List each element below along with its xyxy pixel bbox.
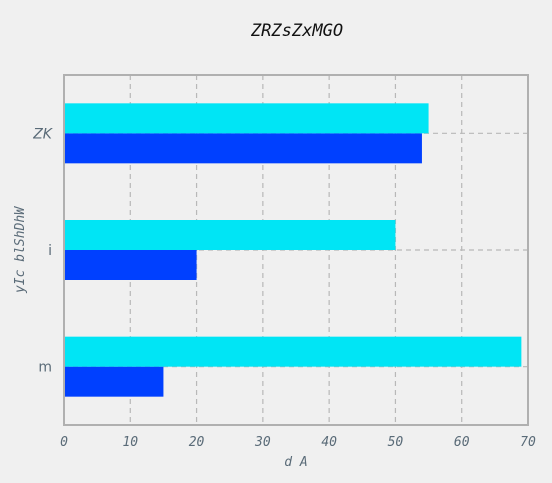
bars <box>64 103 522 397</box>
x-tick-label: 60 <box>454 435 470 450</box>
x-axis-label: d A <box>284 455 307 470</box>
x-ticks: 0 10 20 30 40 50 60 70 <box>60 435 536 450</box>
x-tick-label: 30 <box>254 435 271 450</box>
y-tick-label: m <box>38 360 52 376</box>
x-tick-label: 50 <box>388 435 404 450</box>
x-tick-label: 10 <box>122 435 138 450</box>
x-tick-label: 70 <box>520 435 536 450</box>
chart-title: ZRZsZxMGO <box>250 21 343 41</box>
x-tick-label: 0 <box>60 435 68 450</box>
y-tick-label: ZK <box>32 126 54 142</box>
x-tick-label: 40 <box>321 435 337 450</box>
bar-ZK-series-1 <box>64 133 422 164</box>
bar-m-series-1 <box>64 366 164 397</box>
bar-i-series-2 <box>64 220 396 250</box>
bar-ZK-series-2 <box>64 103 429 134</box>
y-axis-label: yIc blShDhW <box>13 206 28 294</box>
y-ticks: m i ZK <box>32 126 54 375</box>
bar-m-series-2 <box>64 336 522 367</box>
bar-i-series-1 <box>64 250 197 280</box>
y-tick-label: i <box>48 243 52 259</box>
plot-frame <box>63 74 529 426</box>
x-tick-label: 20 <box>189 435 205 450</box>
